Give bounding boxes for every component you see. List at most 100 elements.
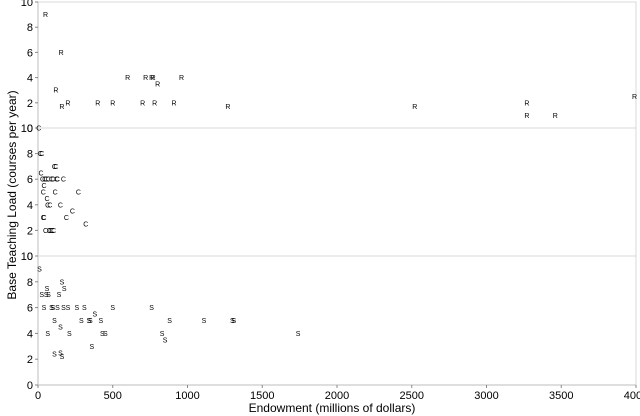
data-point: S xyxy=(66,305,71,312)
data-point: R xyxy=(524,100,529,107)
data-point: C xyxy=(45,202,50,209)
data-point: S xyxy=(42,305,47,312)
data-point: S xyxy=(232,318,237,325)
data-point: R xyxy=(59,104,64,111)
y-tick-label: 4 xyxy=(27,200,33,212)
data-point: C xyxy=(44,177,49,184)
y-tick-label: 6 xyxy=(27,47,33,59)
plot-border xyxy=(37,1,637,386)
y-tick-label: 6 xyxy=(27,174,33,186)
data-point: C xyxy=(42,177,47,184)
data-point: S xyxy=(100,331,105,338)
data-point: R xyxy=(53,88,58,95)
data-point: S xyxy=(82,305,87,312)
data-point: S xyxy=(49,305,54,312)
data-point: R xyxy=(110,100,115,107)
data-point: S xyxy=(75,305,80,312)
data-point: S xyxy=(51,305,56,312)
data-point: C xyxy=(64,215,69,222)
x-axis-label: Endowment (millions of dollars) xyxy=(249,401,416,415)
data-point: C xyxy=(47,202,52,209)
data-point: R xyxy=(43,12,48,19)
y-tick-label: 4 xyxy=(27,328,33,340)
data-point: S xyxy=(86,318,91,325)
data-point: S xyxy=(60,279,65,286)
data-point: C xyxy=(38,151,43,158)
data-point: R xyxy=(143,75,148,82)
data-point: S xyxy=(167,318,172,325)
data-point: S xyxy=(89,344,94,351)
y-tick-label: 2 xyxy=(27,225,33,237)
x-tick-label: 2000 xyxy=(325,390,349,402)
data-point: S xyxy=(230,318,235,325)
data-point: C xyxy=(40,177,45,184)
data-point: C xyxy=(52,164,57,171)
data-point: R xyxy=(225,104,230,111)
y-tick-label: 6 xyxy=(27,303,33,315)
y-tick-label: 4 xyxy=(27,73,33,85)
data-point: C xyxy=(70,209,75,216)
data-point: C xyxy=(54,177,59,184)
data-point: S xyxy=(55,305,60,312)
data-point: S xyxy=(60,354,65,361)
data-point: C xyxy=(55,177,60,184)
data-point: S xyxy=(163,337,168,344)
data-point: C xyxy=(61,177,66,184)
data-point: C xyxy=(58,202,63,209)
data-point: S xyxy=(62,286,67,293)
data-point: S xyxy=(45,331,50,338)
data-point: C xyxy=(53,190,58,197)
x-tick-label: 2500 xyxy=(400,390,424,402)
data-point: R xyxy=(95,100,100,107)
data-point: S xyxy=(67,331,72,338)
y-tick-label: 0 xyxy=(27,251,33,263)
data-point: C xyxy=(53,164,58,171)
data-point: S xyxy=(149,305,154,312)
data-point: S xyxy=(58,350,63,357)
data-point: R xyxy=(155,81,160,88)
data-point: C xyxy=(48,228,53,235)
data-point: S xyxy=(160,331,165,338)
data-point: S xyxy=(103,331,108,338)
y-tick-label: 10 xyxy=(21,123,33,135)
data-point: R xyxy=(125,75,130,82)
y-tick-label: 2 xyxy=(27,354,33,366)
y-tick-label: 10 xyxy=(21,0,33,9)
data-point: S xyxy=(92,312,97,319)
data-point: R xyxy=(553,113,558,120)
data-point: R xyxy=(65,100,70,107)
data-point: S xyxy=(45,286,50,293)
data-point: S xyxy=(37,266,42,273)
data-point: R xyxy=(149,75,154,82)
data-point: S xyxy=(58,324,63,331)
x-tick-label: 1000 xyxy=(175,390,199,402)
data-point: C xyxy=(50,228,55,235)
data-point: C xyxy=(38,170,43,177)
data-point: C xyxy=(47,228,52,235)
data-point: S xyxy=(44,292,49,299)
data-point: S xyxy=(88,318,93,325)
data-point: R xyxy=(151,75,156,82)
data-point: C xyxy=(49,177,54,184)
data-point: S xyxy=(52,352,57,359)
x-tick-label: 1500 xyxy=(250,390,274,402)
data-point: S xyxy=(79,318,84,325)
data-point: R xyxy=(632,94,637,101)
plot-frame xyxy=(37,1,637,386)
data-point: C xyxy=(76,190,81,197)
y-tick-label: 10 xyxy=(21,251,33,263)
data-point: R xyxy=(524,113,529,120)
x-tick-label: 0 xyxy=(35,390,41,402)
y-tick-label: 8 xyxy=(27,149,33,161)
data-point: R xyxy=(179,75,184,82)
data-point: C xyxy=(41,190,46,197)
data-point: C xyxy=(44,196,49,203)
data-point: C xyxy=(39,151,44,158)
data-point: S xyxy=(46,292,51,299)
data-point: S xyxy=(98,318,103,325)
y-tick-label: 8 xyxy=(27,22,33,34)
x-tick-label: 3500 xyxy=(549,390,573,402)
